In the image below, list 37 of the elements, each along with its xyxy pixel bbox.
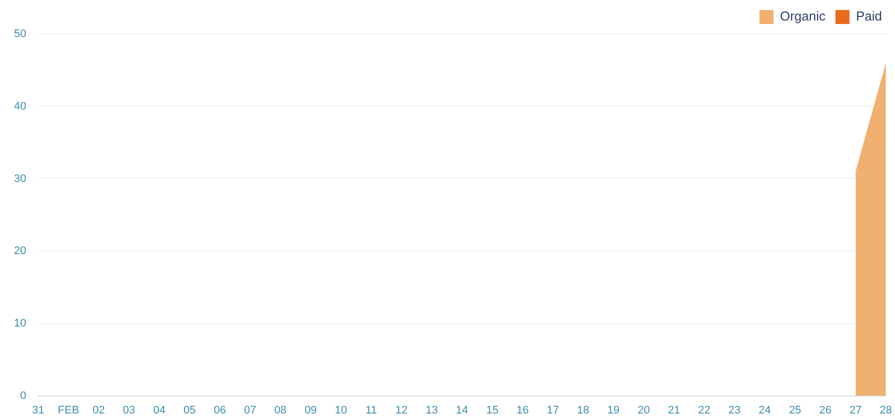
x-tick-label: 05 [183, 404, 196, 416]
x-tick-label: 06 [214, 404, 226, 416]
legend-label: Paid [856, 8, 882, 24]
x-tick-label: 20 [638, 404, 650, 416]
x-tick-label: 08 [274, 404, 287, 416]
x-tick-label: 04 [153, 404, 166, 416]
x-tick-label: 21 [668, 404, 680, 416]
y-tick-label: 50 [14, 28, 26, 40]
legend-label: Organic [780, 8, 826, 24]
x-tick-label: 24 [758, 404, 771, 416]
x-tick-label: 26 [819, 404, 832, 416]
x-tick-label: 19 [607, 404, 620, 416]
x-tick-label: 07 [244, 404, 256, 416]
y-tick-label: 40 [14, 100, 26, 112]
x-tick-label: 09 [304, 404, 317, 416]
x-tick-label: 17 [546, 404, 560, 416]
y-tick-label: 20 [14, 245, 26, 258]
x-tick-label: 02 [92, 404, 105, 416]
x-tick-label: 28 [880, 404, 892, 416]
x-tick-label: 22 [698, 404, 710, 416]
x-tick-label: 13 [426, 404, 438, 416]
x-tick-label: 10 [334, 404, 348, 416]
x-tick-label: 14 [456, 404, 468, 416]
x-tick-label: 16 [516, 404, 529, 416]
x-tick-label: FEB [58, 404, 80, 416]
x-tick-label: 27 [849, 404, 862, 416]
x-tick-label: 12 [395, 404, 408, 416]
x-tick-label: 31 [32, 404, 44, 416]
x-tick-label: 18 [577, 404, 590, 416]
y-tick-label: 0 [20, 390, 26, 402]
x-tick-label: 25 [788, 404, 802, 416]
y-tick-label: 30 [14, 172, 26, 185]
x-tick-label: 15 [486, 404, 498, 416]
x-tick-label: 03 [122, 404, 136, 416]
x-tick-label: 23 [728, 404, 741, 416]
x-tick-label: 11 [366, 404, 377, 416]
y-tick-label: 10 [14, 317, 26, 330]
